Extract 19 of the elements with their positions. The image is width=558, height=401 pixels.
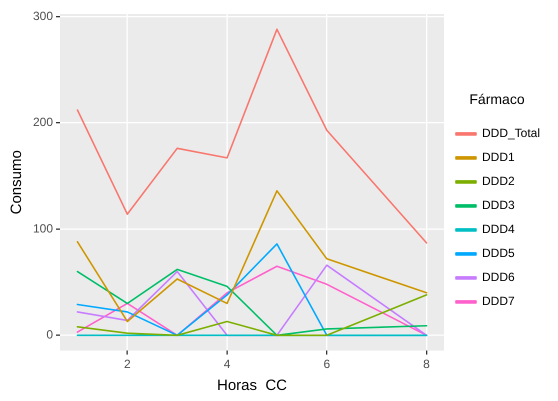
y-tick-label: 100 xyxy=(32,221,54,236)
x-tick-label: 6 xyxy=(323,357,330,372)
legend-label: DDD7 xyxy=(482,294,515,308)
legend-label: DDD4 xyxy=(482,222,515,236)
y-tick-label: 300 xyxy=(32,8,54,23)
x-axis-title: Horas CC xyxy=(216,377,288,394)
x-tick-label: 4 xyxy=(224,357,231,372)
y-tick-label: 200 xyxy=(32,115,54,130)
x-tick-label: 8 xyxy=(423,357,430,372)
legend-label: DDD_Total xyxy=(482,126,540,140)
legend-title: Fármaco xyxy=(469,90,525,107)
x-tick-label: 2 xyxy=(124,357,131,372)
legend-label: DDD2 xyxy=(482,174,515,188)
y-tick-label: 0 xyxy=(46,328,54,342)
legend-label: DDD1 xyxy=(482,150,515,164)
legend-label: DDD5 xyxy=(482,246,515,260)
legend-label: DDD3 xyxy=(482,198,515,212)
y-axis-title: Consumo xyxy=(8,150,26,214)
legend-label: DDD6 xyxy=(482,270,515,284)
